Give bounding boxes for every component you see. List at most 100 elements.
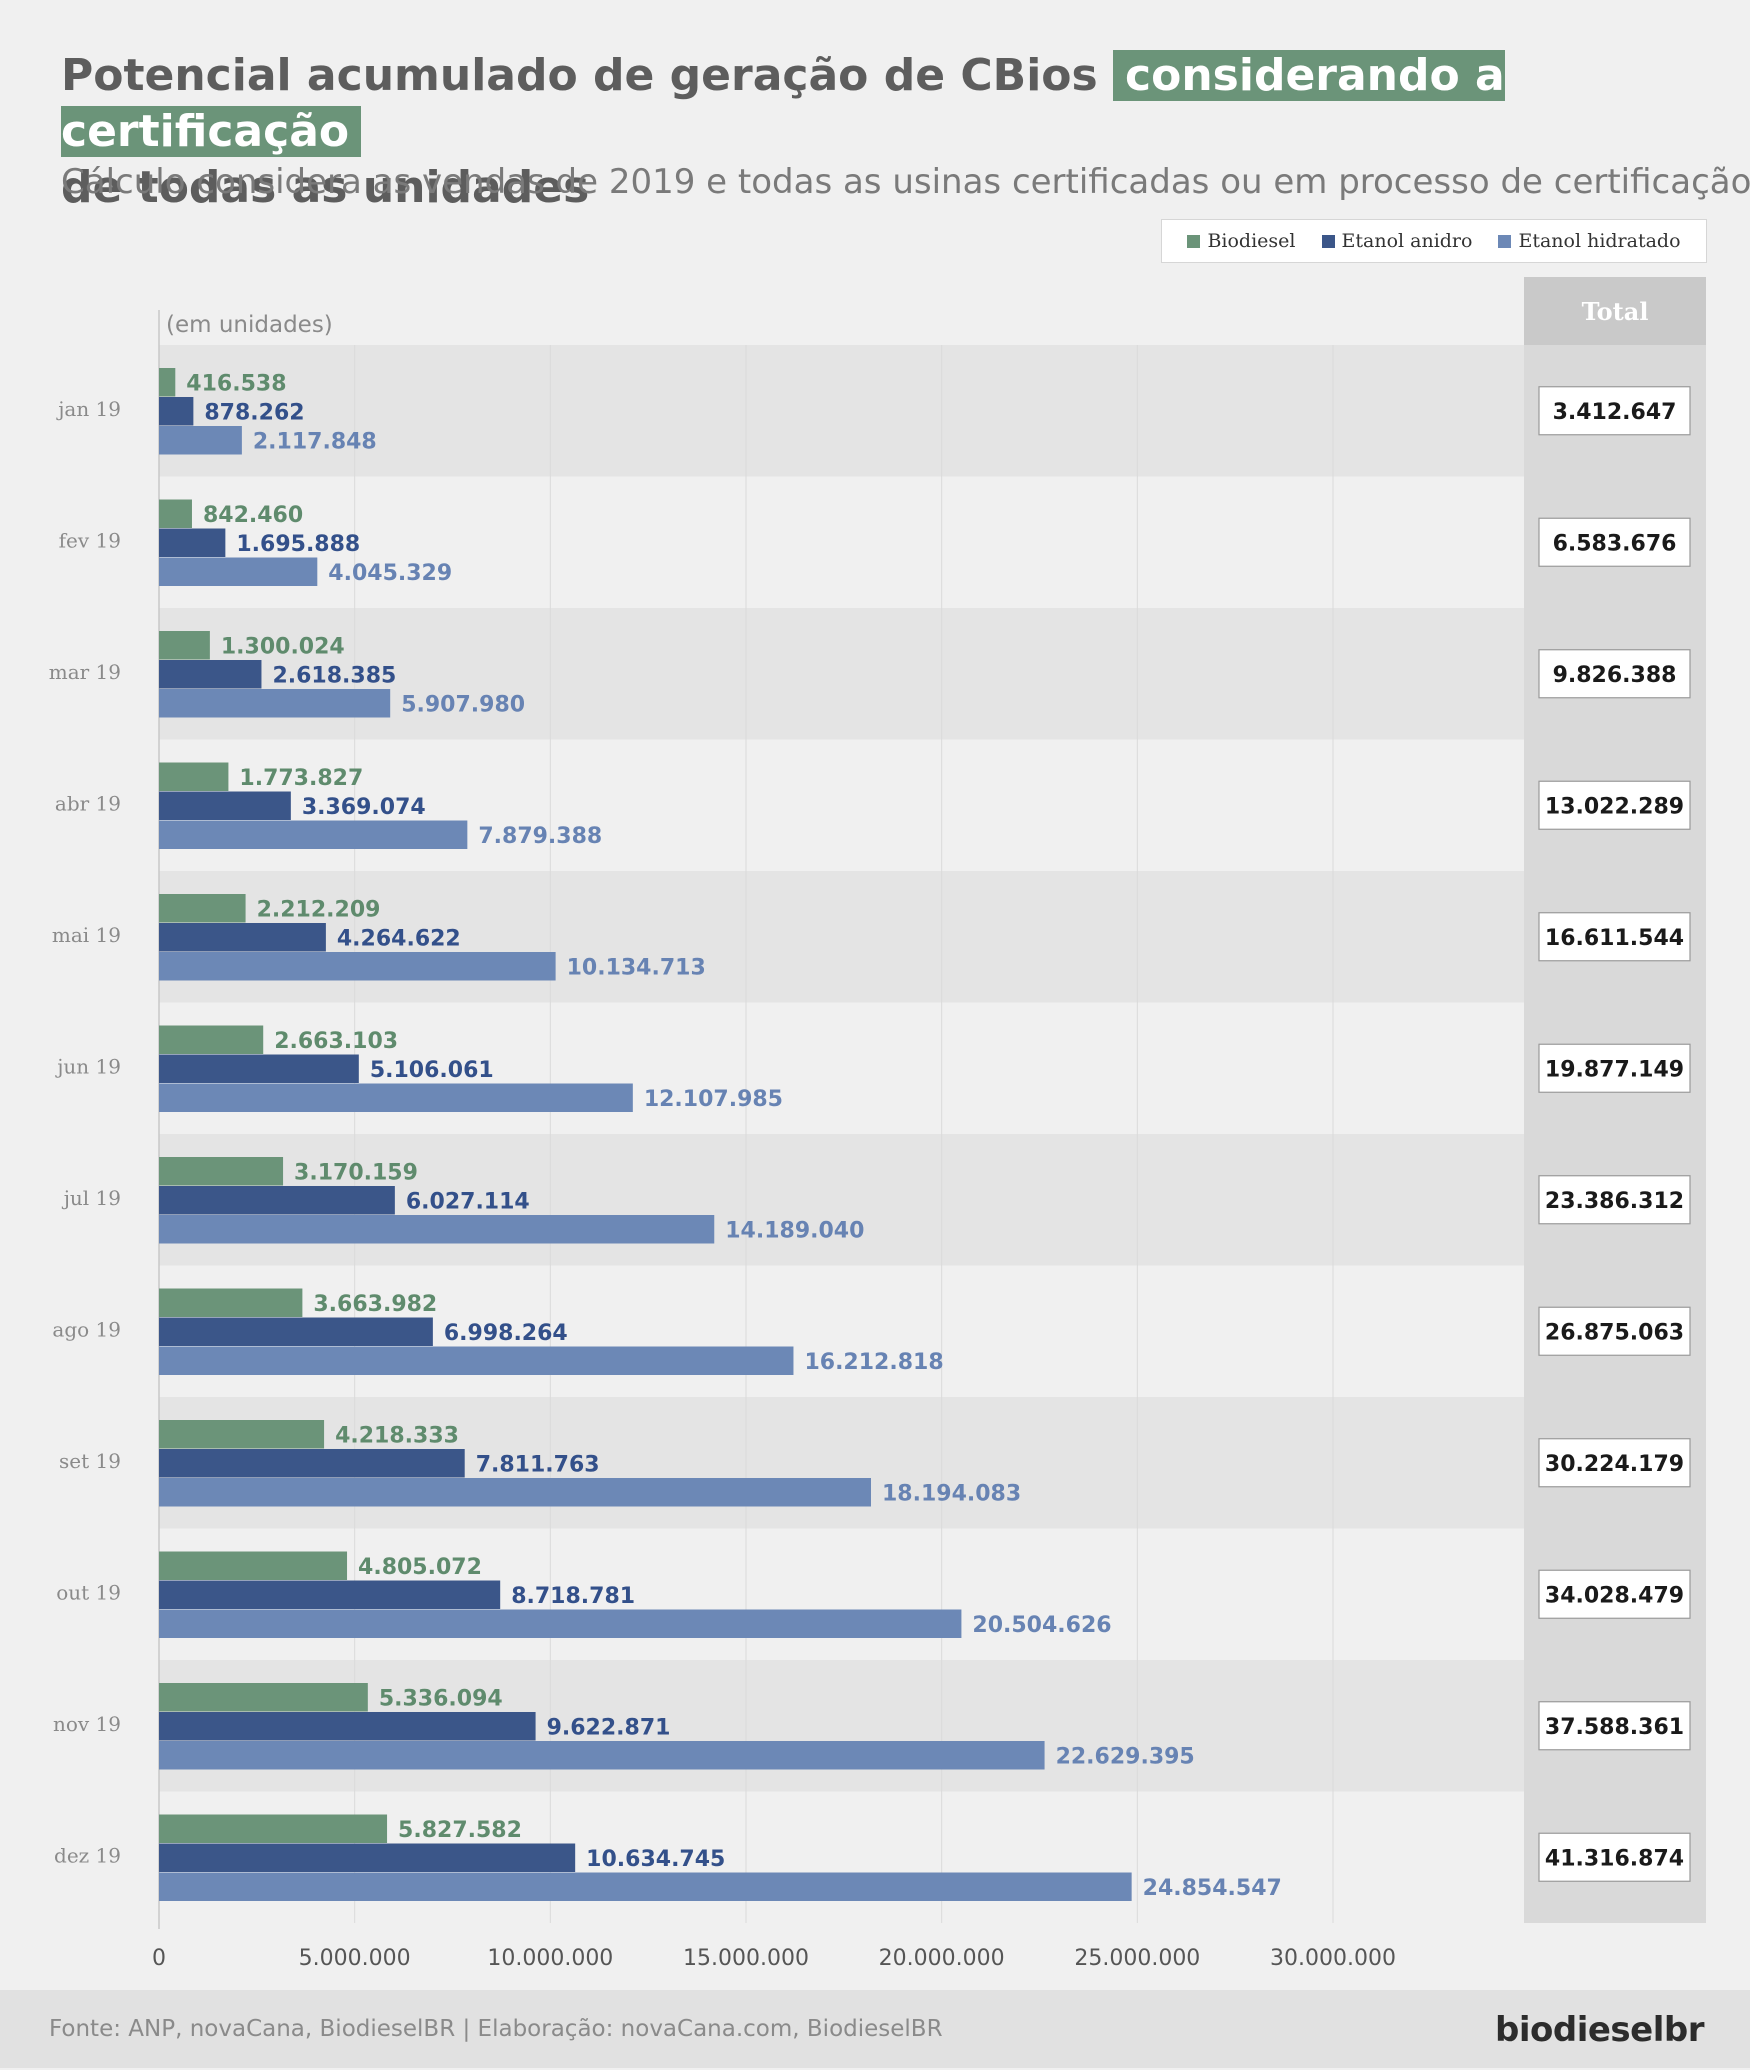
value-label-hidratado: 5.907.980 xyxy=(401,692,525,717)
legend-item-anidro: Etanol anidro xyxy=(1321,230,1473,252)
title-part-2: de todas as unidades xyxy=(61,162,590,213)
footer-source: Fonte: ANP, novaCana, BiodieselBR | Elab… xyxy=(49,2016,943,2042)
category-label: ago 19 xyxy=(52,1318,121,1342)
bar-biodiesel xyxy=(159,1420,325,1449)
bar-biodiesel xyxy=(159,1683,368,1712)
value-label-biodiesel: 1.773.827 xyxy=(239,766,363,791)
value-label-biodiesel: 842.460 xyxy=(203,503,303,528)
legend-item-hidratado: Etanol hidratado xyxy=(1498,230,1681,252)
category-label: set 19 xyxy=(59,1449,121,1473)
value-label-biodiesel: 2.212.209 xyxy=(257,897,381,922)
x-tick-label: 30.000.000 xyxy=(1270,1946,1396,1971)
total-value: 6.583.676 xyxy=(1553,531,1677,556)
bar-anidro xyxy=(159,1054,359,1083)
bar-hidratado xyxy=(159,689,391,718)
legend-swatch-hidratado xyxy=(1498,234,1512,248)
value-label-hidratado: 12.107.985 xyxy=(644,1087,783,1112)
value-label-hidratado: 22.629.395 xyxy=(1056,1744,1195,1769)
bar-hidratado xyxy=(159,1346,794,1375)
value-label-anidro: 878.262 xyxy=(204,400,304,425)
bar-biodiesel xyxy=(159,1551,348,1580)
bar-anidro xyxy=(159,1712,536,1741)
total-box xyxy=(1538,1569,1691,1619)
row-band xyxy=(159,345,1524,477)
category-label: mar 19 xyxy=(49,660,121,684)
value-label-biodiesel: 4.805.072 xyxy=(358,1555,482,1580)
category-label: abr 19 xyxy=(55,792,121,816)
x-tick-label: 20.000.000 xyxy=(879,1946,1005,1971)
x-tick-label: 10.000.000 xyxy=(487,1946,613,1971)
value-label-hidratado: 4.045.329 xyxy=(328,561,452,586)
value-label-hidratado: 24.854.547 xyxy=(1143,1876,1282,1901)
bar-biodiesel xyxy=(159,368,176,397)
value-label-hidratado: 14.189.040 xyxy=(725,1218,864,1243)
bar-hidratado xyxy=(159,1741,1045,1770)
value-label-hidratado: 20.504.626 xyxy=(972,1613,1111,1638)
category-label: jan 19 xyxy=(56,397,121,421)
bar-anidro xyxy=(159,791,291,820)
legend-swatch-anidro xyxy=(1321,234,1335,248)
total-box xyxy=(1538,780,1691,830)
x-tick-label: 15.000.000 xyxy=(683,1946,809,1971)
bar-anidro xyxy=(159,397,194,426)
bar-anidro xyxy=(159,1580,501,1609)
value-label-anidro: 10.634.745 xyxy=(586,1847,725,1872)
row-band xyxy=(159,1002,1524,1134)
value-label-anidro: 1.695.888 xyxy=(236,532,360,557)
total-value: 34.028.479 xyxy=(1545,1583,1684,1608)
legend-label-anidro: Etanol anidro xyxy=(1341,230,1473,252)
category-label: nov 19 xyxy=(53,1712,121,1736)
total-column-header: Total xyxy=(1524,277,1706,345)
total-box xyxy=(1538,1438,1691,1488)
biodieselbr-logo: biodieselbr xyxy=(1495,2010,1704,2050)
value-label-anidro: 3.369.074 xyxy=(302,795,426,820)
bar-biodiesel xyxy=(159,762,229,791)
value-label-hidratado: 16.212.818 xyxy=(804,1350,943,1375)
x-tick-label: 5.000.000 xyxy=(299,1946,411,1971)
total-box xyxy=(1538,386,1691,436)
total-value: 3.412.647 xyxy=(1553,400,1677,425)
footer: Fonte: ANP, novaCana, BiodieselBR | Elab… xyxy=(0,1990,1750,2068)
total-value: 41.316.874 xyxy=(1545,1846,1684,1871)
bar-biodiesel xyxy=(159,1814,388,1843)
value-label-anidro: 2.618.385 xyxy=(272,663,396,688)
bar-anidro xyxy=(159,1843,576,1872)
total-value: 19.877.149 xyxy=(1545,1057,1684,1082)
value-label-anidro: 5.106.061 xyxy=(370,1058,494,1083)
total-value: 26.875.063 xyxy=(1545,1320,1684,1345)
total-box xyxy=(1538,1701,1691,1751)
x-tick-label: 25.000.000 xyxy=(1074,1946,1200,1971)
chart-title: Potencial acumulado de geração de CBios … xyxy=(61,48,1721,216)
units-label: (em unidades) xyxy=(166,312,333,338)
value-label-biodiesel: 1.300.024 xyxy=(221,634,345,659)
value-label-biodiesel: 5.336.094 xyxy=(379,1686,503,1711)
bar-hidratado xyxy=(159,426,242,455)
total-value: 23.386.312 xyxy=(1545,1189,1684,1214)
chart-subtitle: Cálculo considera as vendas de 2019 e to… xyxy=(61,162,1750,202)
bar-chart: jan 19 fev 19 mar 19 abr 19 mai 19 jun 19 jul … xyxy=(49,310,1706,1971)
bar-hidratado xyxy=(159,1478,871,1507)
category-label: mai 19 xyxy=(52,923,121,947)
row-band xyxy=(159,739,1524,871)
category-label: jul 19 xyxy=(62,1186,121,1210)
bar-biodiesel xyxy=(159,1157,284,1186)
total-box xyxy=(1538,1043,1691,1093)
bar-biodiesel xyxy=(159,894,246,923)
bar-anidro xyxy=(159,660,262,689)
value-label-hidratado: 18.194.083 xyxy=(882,1481,1021,1506)
value-label-biodiesel: 3.663.982 xyxy=(313,1292,437,1317)
category-label: jun 19 xyxy=(55,1055,121,1079)
value-label-anidro: 9.622.871 xyxy=(547,1715,671,1740)
total-box xyxy=(1538,1832,1691,1882)
total-value: 30.224.179 xyxy=(1545,1452,1684,1477)
total-box xyxy=(1538,1175,1691,1225)
legend-label-hidratado: Etanol hidratado xyxy=(1518,230,1681,252)
value-label-hidratado: 2.117.848 xyxy=(253,429,377,454)
value-label-hidratado: 10.134.713 xyxy=(567,955,706,980)
total-value: 13.022.289 xyxy=(1545,794,1684,819)
value-label-biodiesel: 3.170.159 xyxy=(294,1160,418,1185)
legend-label-biodiesel: Biodiesel xyxy=(1207,230,1296,252)
title-part-1: Potencial acumulado de geração de CBios xyxy=(61,50,1098,101)
row-band xyxy=(159,608,1524,740)
bar-biodiesel xyxy=(159,1025,264,1054)
